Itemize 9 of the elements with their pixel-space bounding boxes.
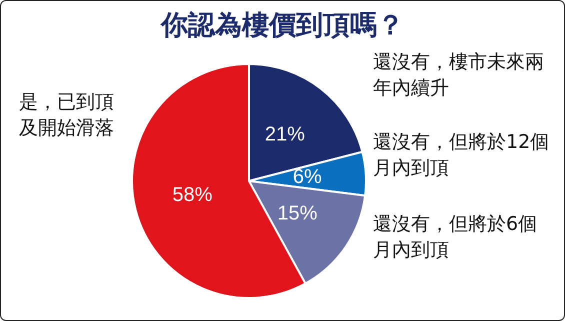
slice-label: 還沒有，樓市未來兩年內續升 <box>373 50 545 101</box>
slice-label: 還沒有，但將於6個月內到頂 <box>373 212 538 263</box>
data-label: 21% <box>264 123 306 146</box>
slice-label: 還沒有，但將於12個月內到頂 <box>373 130 550 181</box>
chart-title: 你認為樓價到頂嗎？ <box>159 9 405 43</box>
slice-label: 是，已到頂及開始滑落 <box>19 90 115 141</box>
data-label: 6% <box>292 166 322 188</box>
data-label: 15% <box>277 202 318 224</box>
data-label: 58% <box>172 184 213 206</box>
